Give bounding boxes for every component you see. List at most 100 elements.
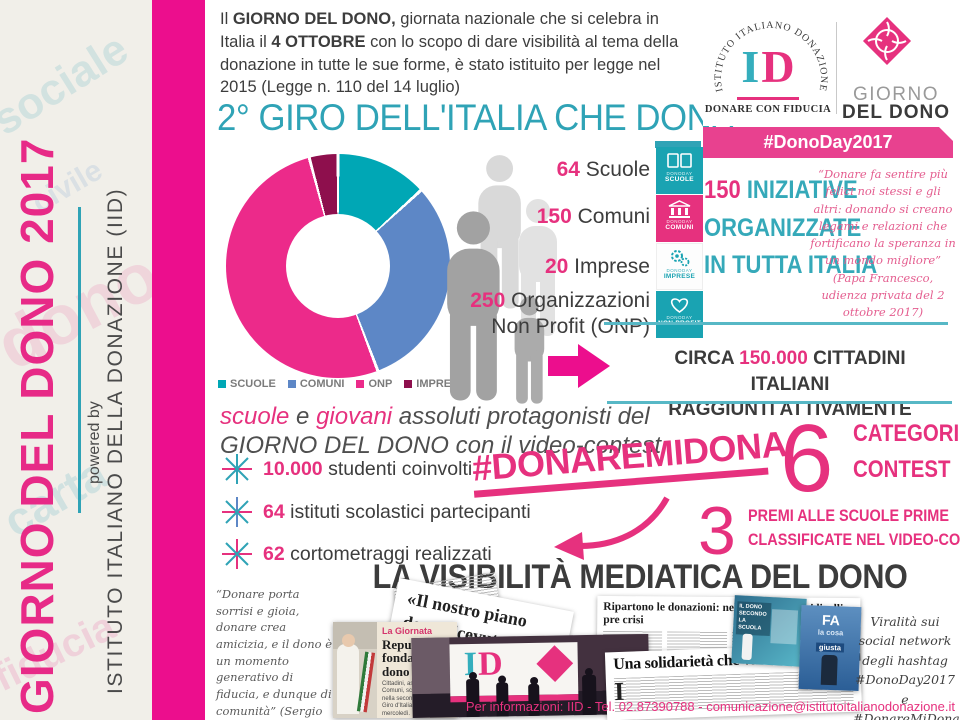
stat-label: Imprese	[568, 255, 650, 278]
contest-premi-line2: CLASSIFICATE NEL VIDEO-CONTEST	[748, 530, 960, 549]
badge-imprese: DONODAY IMPRESE	[656, 243, 703, 290]
stat-label: Scuole	[579, 158, 650, 181]
star-bullet-icon	[222, 454, 252, 484]
title-dash	[655, 141, 701, 148]
legend-item: COMUNI	[287, 378, 345, 390]
heart-icon	[670, 298, 689, 313]
mattarella-quote: “Donare porta sorrisi e gioia, donare cr…	[216, 587, 333, 718]
intro-bold: 4 OTTOBRE	[271, 32, 366, 51]
bullet-label: cortometraggi realizzati	[284, 542, 492, 565]
curved-arrow-icon	[554, 496, 670, 560]
legend-swatch	[404, 380, 413, 388]
iniziative-block: 150 INIZIATIVE ORGANIZZATE IN TUTTA ITAL…	[704, 172, 877, 285]
id-letter-i: I	[741, 41, 762, 92]
iniziative-text: IN TUTTA ITALIA	[704, 251, 878, 279]
badge-scuole: DONODAY SCUOLE	[656, 147, 703, 194]
stat-comuni: 150 Comuni	[537, 205, 650, 229]
iid-arc-logo: ISTITUTO ITALIANO DONAZIONE	[713, 20, 828, 93]
badge-brand: DONODAY	[666, 315, 693, 320]
watermark-text: sociale	[0, 24, 137, 145]
star-bullet-icon	[222, 497, 252, 527]
protagonisti-pink: scuole	[220, 403, 290, 430]
bullet-number: 64	[263, 500, 285, 523]
circa-text: RAGGIUNTI ATTIVAMENTE	[668, 399, 912, 421]
protagonisti-text: GIORNO DEL DONO con il video-contest	[220, 432, 662, 460]
circa-statement: CIRCA 150.000 CITTADINI ITALIANI RAGGIUN…	[635, 346, 945, 423]
badge-label: SCUOLE	[665, 176, 694, 183]
pink-accent-bar	[152, 0, 205, 720]
donut-hole	[286, 214, 390, 318]
stat-value: 20	[544, 255, 569, 278]
bullet-number: 62	[263, 542, 285, 565]
id-letter-d: D	[761, 41, 797, 92]
iniziative-text: ORGANIZZATE	[704, 213, 862, 242]
legend-item: SCUOLE	[218, 378, 276, 390]
bullet-label: istituti scolastici partecipanti	[284, 500, 531, 523]
brand-giorno: GIORNO	[852, 84, 940, 105]
protagonisti-text: e	[289, 403, 317, 430]
legend-swatch	[287, 380, 296, 388]
tv-figure	[741, 633, 753, 661]
footer-contact: Per informazioni: IID - Tel. 02.87390788…	[465, 699, 955, 714]
viralita-note: Viralità sui social network degli hashta…	[853, 614, 960, 720]
badge-label: IMPRESE	[663, 273, 696, 280]
sidebar-org-label: ISTITUTO ITALIANO DELLA DONAZIONE (IID)	[104, 187, 127, 694]
brand-del-dono: DEL DONO	[842, 102, 950, 123]
badge-brand: DONODAY	[666, 171, 693, 176]
protagonisti-heading: scuole e giovani assoluti protagonisti d…	[220, 402, 661, 461]
sidebar-background: sociale dono civile carta fiducia	[0, 0, 152, 720]
stat-onp: 250 Organizzazioni Non Profit (ONP)	[470, 288, 650, 341]
protagonisti-text: assoluti protagonisti del	[392, 403, 650, 430]
stat-value: 150	[536, 205, 572, 228]
sidebar-divider-line	[78, 207, 81, 513]
legend-label: ONP	[368, 378, 393, 390]
bullet-number: 10.000	[263, 457, 323, 480]
badge-nonprofit: DONODAY NON PROFIT	[656, 291, 703, 338]
tv-screen-panel	[770, 609, 799, 645]
circa-number: 150.000	[739, 348, 808, 369]
stat-scuole: 64 Scuole	[557, 158, 650, 182]
stat-label: Organizzazioni	[505, 289, 650, 312]
legend-swatch	[218, 380, 226, 388]
contest-contest-label: CONTEST	[853, 456, 951, 483]
contest-number-3: 3	[698, 493, 736, 569]
tv-screenshot-dono-scuola: IL DONO SECONDO LA SCUOLA	[731, 595, 807, 667]
intro-text: con lo scopo di dare visibilità al tema …	[220, 32, 679, 97]
badge-brand: DONODAY	[666, 268, 693, 273]
bullet-label: studenti coinvolti	[322, 457, 473, 480]
stat-label: Non Profit (ONP)	[491, 315, 650, 339]
contest-categorie-label: CATEGORIE	[853, 420, 960, 447]
category-badges: DONODAY SCUOLE DONODAY COMUNI DONODAY IM…	[656, 147, 703, 339]
bank-icon	[668, 200, 691, 218]
separator-line	[604, 322, 948, 325]
id-underline	[737, 97, 799, 100]
bullet-studenti: 10.000 studenti coinvolti	[220, 452, 472, 486]
star-bullet-icon	[222, 539, 252, 569]
tv-logo-text: giusta	[815, 642, 845, 653]
badge-brand: DONODAY	[666, 219, 693, 224]
circa-text: CITTADINI ITALIANI	[750, 348, 906, 395]
legend-label: COMUNI	[299, 378, 345, 390]
tv-screenshot-fa-la-cosa-giusta: FA la cosa giusta	[798, 604, 862, 692]
badge-comuni: DONODAY COMUNI	[656, 195, 703, 242]
legend-label: SCUOLE	[230, 378, 276, 390]
contest-premi-line1: PREMI ALLE SCUOLE PRIME	[748, 506, 949, 525]
intro-text: Il	[220, 10, 233, 28]
book-icon	[667, 153, 692, 168]
protagonisti-pink: giovani	[316, 403, 393, 430]
powered-by-label: powered by	[86, 401, 103, 484]
page-title: 2° GIRO DELL'ITALIA CHE DONA	[217, 97, 734, 138]
bullet-istituti: 64 istituti scolastici partecipanti	[220, 495, 531, 529]
separator-line	[607, 401, 952, 404]
iniziative-text: INIZIATIVE	[740, 176, 858, 204]
legend-item: ONP	[356, 378, 392, 390]
intro-bold: GIORNO DEL DONO,	[232, 10, 396, 28]
pope-photo	[333, 622, 377, 718]
contest-number-6: 6	[780, 405, 834, 512]
donut-chart	[226, 154, 450, 378]
logo-block: ISTITUTO ITALIANO DONAZIONE	[703, 6, 955, 126]
legend-swatch	[356, 380, 365, 388]
circa-text: CIRCA	[674, 348, 740, 369]
stat-label: Comuni	[571, 205, 650, 228]
